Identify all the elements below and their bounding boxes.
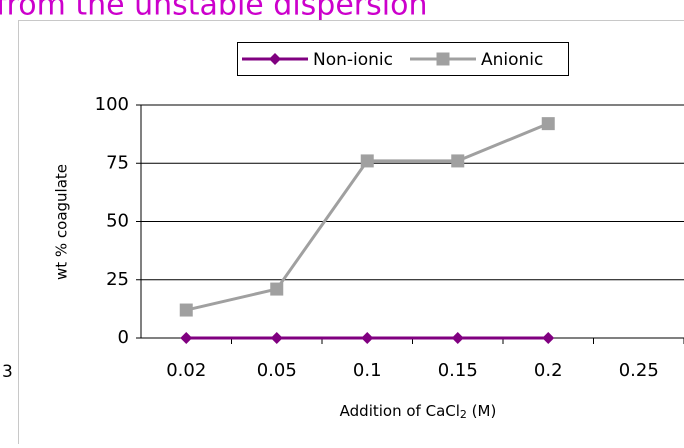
slide-title: from the unstable dispersion <box>0 0 427 23</box>
x-tick-label: 0.1 <box>353 360 382 381</box>
y-tick-label: 0 <box>118 327 129 348</box>
y-tick-label: 50 <box>106 211 129 232</box>
x-label-tail: (M) <box>467 402 496 420</box>
x-label-text: Addition of CaCl <box>340 402 460 420</box>
y-tick-label: 25 <box>106 269 129 290</box>
x-tick-label: 0.02 <box>166 360 206 381</box>
x-label-sub: 2 <box>460 408 467 421</box>
legend-marker <box>437 53 450 66</box>
data-point <box>542 117 555 130</box>
x-tick-label: 0.25 <box>619 360 659 381</box>
data-point <box>270 283 283 296</box>
y-tick-label: 100 <box>95 94 129 115</box>
x-tick-label: 0.15 <box>438 360 478 381</box>
data-point <box>180 304 193 317</box>
data-point <box>451 154 464 167</box>
x-axis-label: Addition of CaCl2 (M) <box>340 402 497 422</box>
page-number: 3 <box>2 362 13 382</box>
y-axis-label: wt % coagulate <box>53 164 71 280</box>
legend-label: Anionic <box>481 50 543 70</box>
data-point <box>361 154 374 167</box>
chart-frame <box>19 21 684 445</box>
y-tick-label: 75 <box>106 152 129 173</box>
legend-label: Non-ionic <box>313 50 393 70</box>
x-tick-label: 0.2 <box>534 360 563 381</box>
x-tick-label: 0.05 <box>257 360 297 381</box>
